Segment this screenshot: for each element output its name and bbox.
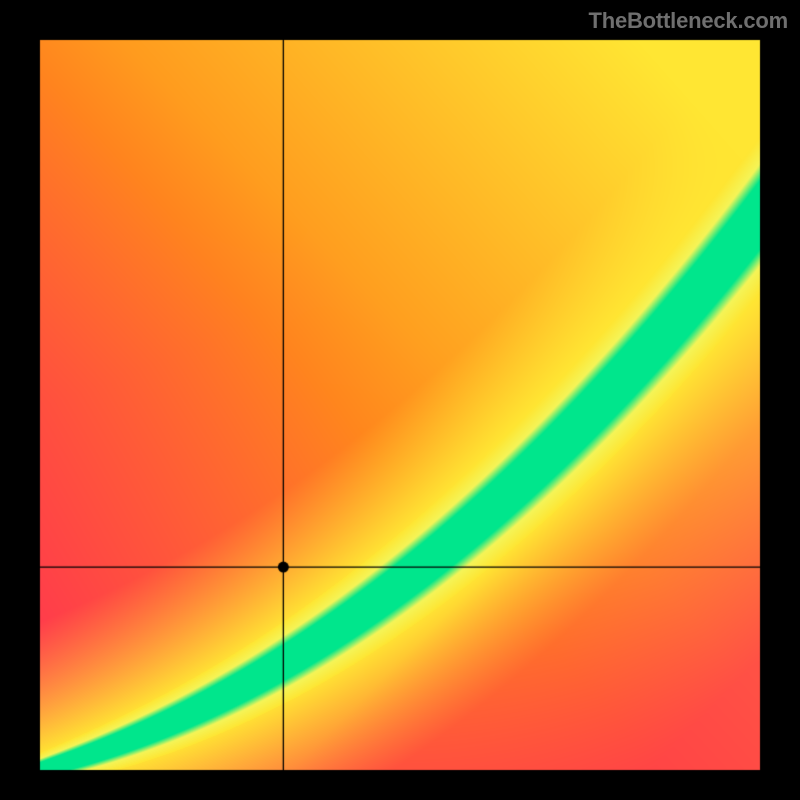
bottleneck-heatmap — [0, 0, 800, 800]
chart-container: TheBottleneck.com — [0, 0, 800, 800]
watermark-text: TheBottleneck.com — [588, 8, 788, 34]
